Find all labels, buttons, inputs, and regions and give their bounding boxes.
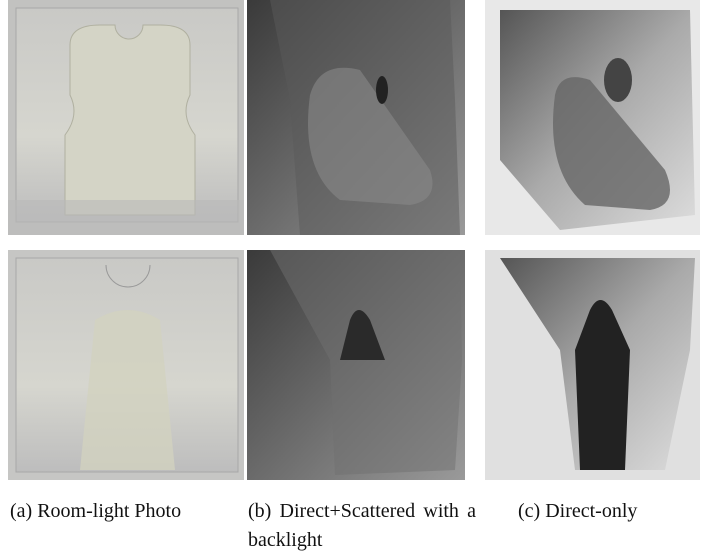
image-a2 — [8, 250, 244, 480]
caption-text: Direct-only — [545, 500, 637, 522]
figure-images — [0, 0, 706, 490]
caption-label: (a) — [10, 500, 32, 522]
caption-text: Room-light Photo — [37, 500, 181, 522]
caption-label: (c) — [518, 500, 540, 522]
caption-label: (b) — [248, 500, 271, 522]
image-b2 — [247, 250, 465, 480]
page: (a) Room-light Photo (b) Direct+Scattere… — [0, 0, 706, 556]
caption-c: (c) Direct-only — [518, 497, 698, 526]
image-c1 — [485, 0, 700, 235]
image-b1 — [247, 0, 465, 235]
image-c2 — [485, 250, 700, 480]
image-a1 — [8, 0, 244, 235]
caption-b: (b) Direct+Scattered with a backlight — [248, 497, 476, 555]
caption-a: (a) Room-light Photo — [10, 497, 246, 526]
caption-text: Direct+Scattered with a backlight — [248, 500, 476, 551]
